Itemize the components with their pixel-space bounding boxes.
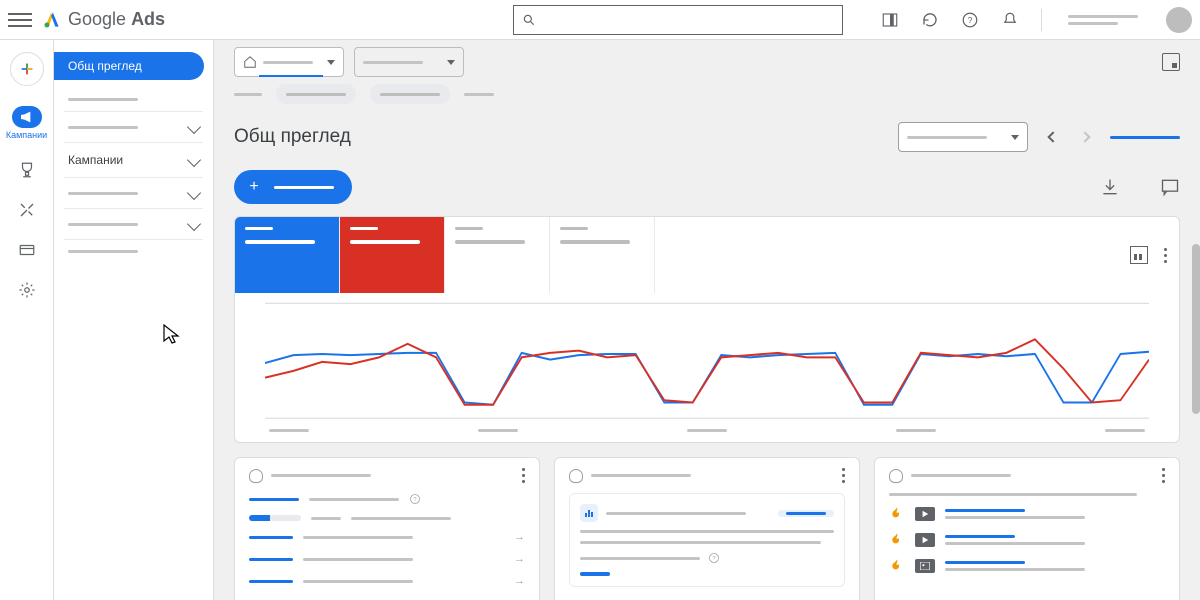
svg-text:?: ? [712,556,715,562]
video-thumb [915,507,935,521]
metric-tab-3[interactable] [445,217,550,293]
help-icon[interactable]: ? [961,11,979,29]
metric-tab-1[interactable] [235,217,340,293]
chevron-down-icon [187,217,201,231]
insight-card: ? [554,457,860,600]
badge [778,510,834,517]
card-row[interactable]: → [249,531,525,543]
megaphone-icon [19,111,35,123]
image-thumb [915,559,935,573]
google-ads-logo-icon [42,10,62,30]
feedback-icon[interactable] [1160,177,1180,197]
bulb-icon [569,469,583,483]
filter-chip[interactable] [370,84,450,104]
flame-icon [889,558,905,574]
date-next [1074,126,1096,148]
more-menu[interactable] [1162,468,1165,483]
sidebar-item[interactable] [54,211,213,237]
account-selector[interactable] [1068,15,1138,25]
sidebar-item[interactable] [54,114,213,140]
svg-text:?: ? [968,16,973,25]
avatar[interactable] [1166,7,1192,33]
metric-tab-2[interactable] [340,217,445,293]
sidebar-overview[interactable]: Общ преглед [54,52,204,80]
triangle-down-icon [1011,135,1019,140]
line-chart [235,293,1179,429]
home-icon [243,55,257,69]
date-prev[interactable] [1042,126,1064,148]
sidebar-item[interactable] [54,90,213,109]
card-row[interactable]: ? [249,493,525,505]
search-input[interactable] [542,12,834,27]
logo[interactable]: Google Ads [42,9,165,30]
refresh-icon[interactable] [921,11,939,29]
card-row[interactable]: → [249,553,525,565]
filter-chip[interactable] [276,84,356,104]
save-view-icon[interactable] [1162,53,1180,71]
rail-tools[interactable] [17,200,37,220]
scrollbar[interactable] [1192,244,1200,414]
chart-type-icon[interactable] [1130,246,1148,264]
progress-bar [249,515,301,521]
sidebar-campaigns[interactable]: Кампании [54,145,213,175]
video-thumb [915,533,935,547]
asset-row[interactable] [889,558,1165,574]
chevron-down-icon [187,120,201,134]
filter-dropdown[interactable] [354,47,464,77]
rail-admin[interactable] [17,280,37,300]
stats-icon [580,504,598,522]
asset-row[interactable] [889,532,1165,548]
rail-campaigns-label: Кампании [6,130,47,140]
rail-campaigns[interactable]: Кампании [6,106,47,140]
divider [1041,9,1042,31]
gear-icon [18,281,36,299]
chevron-down-icon [187,153,201,167]
search-box[interactable] [513,5,843,35]
create-button[interactable] [10,52,44,86]
download-icon[interactable] [1100,177,1120,197]
reports-icon[interactable] [881,11,899,29]
asset-row[interactable] [889,506,1165,522]
rail-goals[interactable] [17,160,37,180]
bulb-icon [249,469,263,483]
plus-icon: + [244,177,264,197]
scope-dropdown[interactable] [234,47,344,77]
flame-icon [889,532,905,548]
metric-tab-4[interactable] [550,217,655,293]
help-icon[interactable]: ? [409,493,421,505]
logo-text: Google Ads [68,9,165,30]
bulb-icon [889,469,903,483]
notifications-icon[interactable] [1001,11,1019,29]
search-icon [522,13,536,27]
arrow-right-icon: → [514,575,525,587]
arrow-right-icon: → [514,531,525,543]
card-icon [18,241,36,259]
more-menu[interactable] [522,468,525,483]
date-range-dropdown[interactable] [898,122,1028,152]
help-icon[interactable]: ? [708,552,720,564]
sidebar-item[interactable] [54,242,213,261]
more-menu[interactable] [842,468,845,483]
sidebar-item[interactable] [54,180,213,206]
arrow-right-icon: → [514,553,525,565]
chevron-down-icon [187,186,201,200]
assets-card [874,457,1180,600]
new-campaign-button[interactable]: + [234,170,352,204]
tools-icon [18,201,36,219]
plus-icon [19,61,35,77]
triangle-down-icon [447,60,455,65]
performance-card [234,216,1180,443]
card-row[interactable]: → [249,575,525,587]
compare-toggle[interactable] [1110,136,1180,139]
triangle-down-icon [327,60,335,65]
svg-text:?: ? [413,497,416,503]
hamburger-menu[interactable] [8,8,32,32]
more-menu[interactable] [1164,246,1167,264]
flame-icon [889,506,905,522]
trophy-icon [18,161,36,179]
card-row[interactable] [249,515,525,521]
optimization-card: ? → → → [234,457,540,600]
rail-billing[interactable] [17,240,37,260]
page-title: Общ преглед [234,126,351,148]
